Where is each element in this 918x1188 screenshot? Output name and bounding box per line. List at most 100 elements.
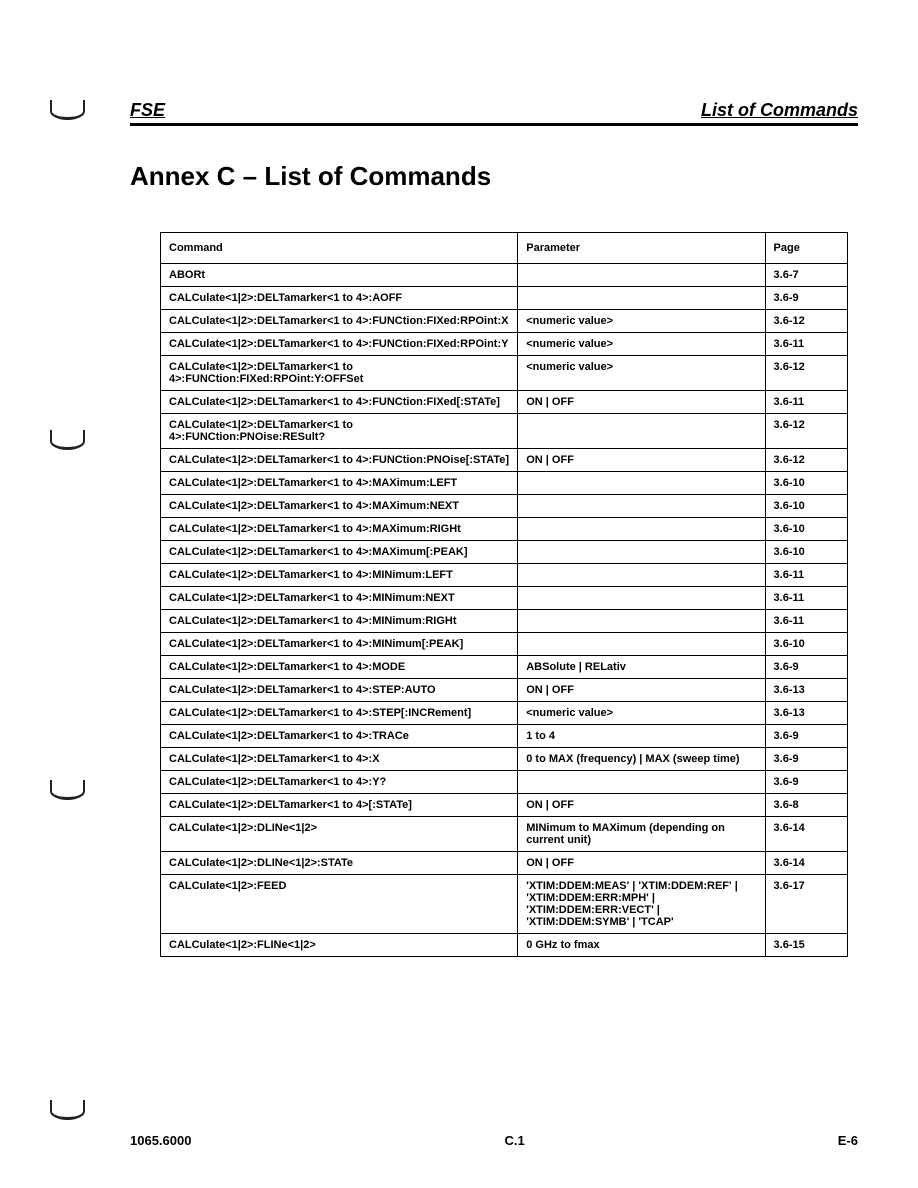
- cell-parameter: 0 GHz to fmax: [518, 934, 765, 957]
- table-row: CALCulate<1|2>:DELTamarker<1 to 4>:FUNCt…: [161, 391, 848, 414]
- cell-parameter: [518, 264, 765, 287]
- cell-command: CALCulate<1|2>:DELTamarker<1 to 4>:MAXim…: [161, 472, 518, 495]
- table-row: CALCulate<1|2>:DELTamarker<1 to 4>:STEP:…: [161, 679, 848, 702]
- cell-page: 3.6-9: [765, 656, 847, 679]
- cell-parameter: [518, 633, 765, 656]
- cell-parameter: 0 to MAX (frequency) | MAX (sweep time): [518, 748, 765, 771]
- cell-command: CALCulate<1|2>:DELTamarker<1 to 4>:FUNCt…: [161, 391, 518, 414]
- cell-parameter: ON | OFF: [518, 679, 765, 702]
- table-row: CALCulate<1|2>:DELTamarker<1 to 4>:AOFF 3…: [161, 287, 848, 310]
- cell-parameter: [518, 495, 765, 518]
- table-row: CALCulate<1|2>:DELTamarker<1 to 4>:MINim…: [161, 564, 848, 587]
- cell-page: 3.6-11: [765, 587, 847, 610]
- cell-command: CALCulate<1|2>:DELTamarker<1 to 4>[:STAT…: [161, 794, 518, 817]
- cell-command: CALCulate<1|2>:DLINe<1|2>:STATe: [161, 852, 518, 875]
- cell-page: 3.6-9: [765, 725, 847, 748]
- footer-left: 1065.6000: [130, 1133, 191, 1148]
- command-table-wrap: Command Parameter Page ABORt3.6-7CALCula…: [160, 232, 848, 957]
- col-parameter: Parameter: [518, 233, 765, 264]
- cell-parameter: [518, 518, 765, 541]
- cell-command: CALCulate<1|2>:DELTamarker<1 to 4>:FUNCt…: [161, 333, 518, 356]
- table-row: CALCulate<1|2>:DELTamarker<1 to 4>:MINim…: [161, 587, 848, 610]
- cell-command: CALCulate<1|2>:DELTamarker<1 to 4>:FUNCt…: [161, 449, 518, 472]
- cell-page: 3.6-11: [765, 564, 847, 587]
- table-row: CALCulate<1|2>:DELTamarker<1 to 4>:STEP[…: [161, 702, 848, 725]
- table-row: CALCulate<1|2>:DELTamarker<1 to 4>:FUNCt…: [161, 310, 848, 333]
- col-command: Command: [161, 233, 518, 264]
- cell-command: CALCulate<1|2>:DELTamarker<1 to 4>:FUNCt…: [161, 414, 518, 449]
- binding-mark: [50, 430, 85, 450]
- cell-parameter: [518, 610, 765, 633]
- cell-parameter: <numeric value>: [518, 310, 765, 333]
- table-row: CALCulate<1|2>:DELTamarker<1 to 4>:Y?3.6…: [161, 771, 848, 794]
- cell-page: 3.6-9: [765, 287, 847, 310]
- binding-mark: [50, 1100, 85, 1120]
- cell-parameter: [518, 287, 765, 310]
- binding-mark: [50, 780, 85, 800]
- cell-page: 3.6-10: [765, 518, 847, 541]
- cell-parameter: 'XTIM:DDEM:MEAS' | 'XTIM:DDEM:REF' | 'XT…: [518, 875, 765, 934]
- cell-command: CALCulate<1|2>:DELTamarker<1 to 4>:FUNCt…: [161, 310, 518, 333]
- table-row: CALCulate<1|2>:DELTamarker<1 to 4>:FUNCt…: [161, 414, 848, 449]
- cell-parameter: ABSolute | RELativ: [518, 656, 765, 679]
- table-row: CALCulate<1|2>:DELTamarker<1 to 4>:FUNCt…: [161, 333, 848, 356]
- cell-parameter: 1 to 4: [518, 725, 765, 748]
- cell-command: CALCulate<1|2>:DELTamarker<1 to 4>:MINim…: [161, 587, 518, 610]
- cell-page: 3.6-11: [765, 610, 847, 633]
- cell-parameter: [518, 564, 765, 587]
- cell-page: 3.6-12: [765, 356, 847, 391]
- table-row: CALCulate<1|2>:DELTamarker<1 to 4>:TRACe…: [161, 725, 848, 748]
- table-row: CALCulate<1|2>:DELTamarker<1 to 4>:MAXim…: [161, 495, 848, 518]
- header-left: FSE: [130, 100, 165, 121]
- table-row: CALCulate<1|2>:DELTamarker<1 to 4>:MAXim…: [161, 472, 848, 495]
- cell-command: CALCulate<1|2>:DELTamarker<1 to 4>:MINim…: [161, 633, 518, 656]
- table-row: CALCulate<1|2>:DELTamarker<1 to 4>:X0 to…: [161, 748, 848, 771]
- cell-page: 3.6-12: [765, 310, 847, 333]
- cell-page: 3.6-10: [765, 472, 847, 495]
- page-footer: 1065.6000 C.1 E-6: [130, 1133, 858, 1148]
- cell-page: 3.6-8: [765, 794, 847, 817]
- cell-page: 3.6-13: [765, 679, 847, 702]
- cell-command: CALCulate<1|2>:DELTamarker<1 to 4>:MAXim…: [161, 518, 518, 541]
- cell-page: 3.6-14: [765, 817, 847, 852]
- footer-center: C.1: [504, 1133, 524, 1148]
- cell-parameter: MINimum to MAXimum (depending on current…: [518, 817, 765, 852]
- binding-mark: [50, 100, 85, 120]
- table-row: CALCulate<1|2>:DELTamarker<1 to 4>:MINim…: [161, 633, 848, 656]
- table-row: CALCulate<1|2>:DELTamarker<1 to 4>:FUNCt…: [161, 449, 848, 472]
- cell-parameter: <numeric value>: [518, 356, 765, 391]
- cell-command: CALCulate<1|2>:DELTamarker<1 to 4>:MAXim…: [161, 541, 518, 564]
- cell-parameter: ON | OFF: [518, 852, 765, 875]
- cell-command: CALCulate<1|2>:DELTamarker<1 to 4>:MODE: [161, 656, 518, 679]
- table-row: CALCulate<1|2>:FLINe<1|2>0 GHz to fmax3.…: [161, 934, 848, 957]
- table-row: CALCulate<1|2>:DLINe<1|2>MINimum to MAXi…: [161, 817, 848, 852]
- table-row: CALCulate<1|2>:DLINe<1|2>:STATeON | OFF3…: [161, 852, 848, 875]
- cell-parameter: ON | OFF: [518, 449, 765, 472]
- table-header-row: Command Parameter Page: [161, 233, 848, 264]
- table-row: CALCulate<1|2>:DELTamarker<1 to 4>:MODEA…: [161, 656, 848, 679]
- cell-page: 3.6-9: [765, 748, 847, 771]
- cell-page: 3.6-15: [765, 934, 847, 957]
- page-title: Annex C – List of Commands: [130, 161, 858, 192]
- cell-command: CALCulate<1|2>:DELTamarker<1 to 4>:STEP:…: [161, 679, 518, 702]
- cell-command: CALCulate<1|2>:DELTamarker<1 to 4>:AOFF: [161, 287, 518, 310]
- page-header: FSE List of Commands: [130, 100, 858, 126]
- table-row: CALCulate<1|2>:DELTamarker<1 to 4>:MAXim…: [161, 541, 848, 564]
- cell-command: CALCulate<1|2>:DELTamarker<1 to 4>:STEP[…: [161, 702, 518, 725]
- cell-parameter: [518, 771, 765, 794]
- cell-parameter: [518, 587, 765, 610]
- cell-page: 3.6-12: [765, 414, 847, 449]
- cell-page: 3.6-11: [765, 333, 847, 356]
- cell-command: CALCulate<1|2>:DLINe<1|2>: [161, 817, 518, 852]
- command-table: Command Parameter Page ABORt3.6-7CALCula…: [160, 232, 848, 957]
- cell-parameter: ON | OFF: [518, 794, 765, 817]
- cell-parameter: [518, 541, 765, 564]
- cell-page: 3.6-11: [765, 391, 847, 414]
- cell-page: 3.6-17: [765, 875, 847, 934]
- cell-page: 3.6-10: [765, 633, 847, 656]
- cell-command: CALCulate<1|2>:DELTamarker<1 to 4>:X: [161, 748, 518, 771]
- table-body: ABORt3.6-7CALCulate<1|2>:DELTamarker<1 t…: [161, 264, 848, 957]
- cell-command: ABORt: [161, 264, 518, 287]
- table-row: ABORt3.6-7: [161, 264, 848, 287]
- cell-command: CALCulate<1|2>:DELTamarker<1 to 4>:MINim…: [161, 610, 518, 633]
